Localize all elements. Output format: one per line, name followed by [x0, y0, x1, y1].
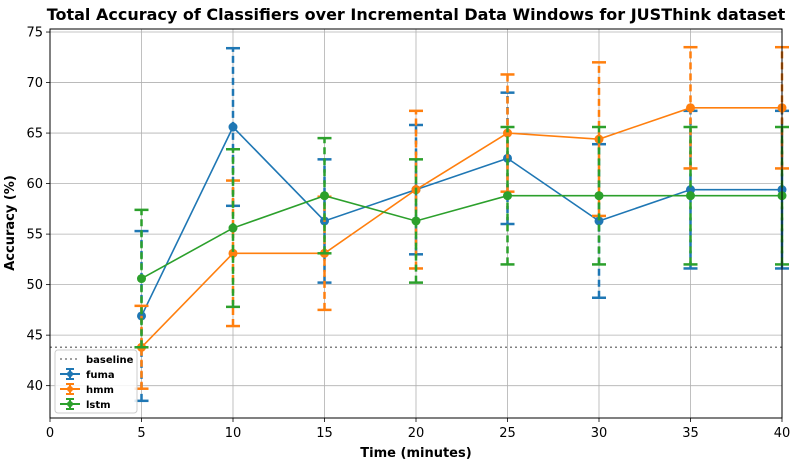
x-tick-label: 5	[137, 426, 145, 441]
x-tick-label: 0	[46, 426, 54, 441]
y-tick-label: 55	[26, 228, 43, 243]
data-point-lstm	[320, 191, 329, 201]
legend-marker	[67, 386, 73, 392]
x-tick-label: 40	[774, 426, 791, 441]
legend-marker	[67, 371, 73, 377]
data-point-lstm	[503, 191, 512, 201]
series-line-lstm	[141, 194, 782, 280]
data-point-hmm	[686, 103, 695, 113]
x-axis-ticks: 0 5 10 15 20 25 30 35 40	[46, 418, 790, 441]
series-line-hmm	[140, 107, 782, 348]
data-point-hmm	[228, 248, 238, 258]
data-point-lstm	[137, 274, 146, 284]
x-tick-label: 20	[408, 426, 425, 441]
y-tick-label: 65	[26, 127, 43, 142]
x-tick-label: 35	[682, 426, 699, 441]
legend-marker	[67, 401, 73, 407]
data-point-lstm	[686, 191, 695, 201]
data-point-fuma	[594, 216, 604, 226]
x-axis-label: Time (minutes)	[360, 446, 471, 459]
legend-label-fuma: fuma	[86, 370, 115, 381]
legend-box	[54, 349, 138, 414]
legend: baseline fuma hmm lstm	[54, 349, 138, 414]
data-point-lstm	[594, 191, 604, 201]
series-line-fuma	[140, 125, 782, 317]
data-point-hmm	[503, 128, 512, 138]
x-tick-label: 15	[316, 426, 333, 441]
x-tick-label: 30	[591, 426, 608, 441]
legend-label-lstm: lstm	[86, 400, 111, 411]
y-axis-label: Accuracy (%)	[3, 175, 18, 271]
data-point-lstm	[228, 223, 238, 233]
y-tick-label: 70	[26, 76, 43, 91]
y-tick-label: 40	[26, 379, 43, 394]
y-axis-ticks: 40 45 50 55 60 65 70 75	[26, 26, 50, 394]
legend-baseline-label: baseline	[86, 355, 134, 366]
y-tick-label: 50	[26, 278, 43, 293]
y-tick-label: 75	[26, 26, 43, 41]
x-tick-label: 10	[225, 426, 242, 441]
y-tick-label: 45	[26, 329, 43, 344]
data-point-fuma	[228, 122, 238, 132]
legend-label-hmm: hmm	[86, 385, 114, 396]
x-tick-label: 25	[499, 426, 516, 441]
chart-title: Total Accuracy of Classifiers over Incre…	[47, 5, 786, 24]
data-point-lstm	[411, 216, 421, 226]
y-tick-label: 60	[26, 177, 43, 192]
